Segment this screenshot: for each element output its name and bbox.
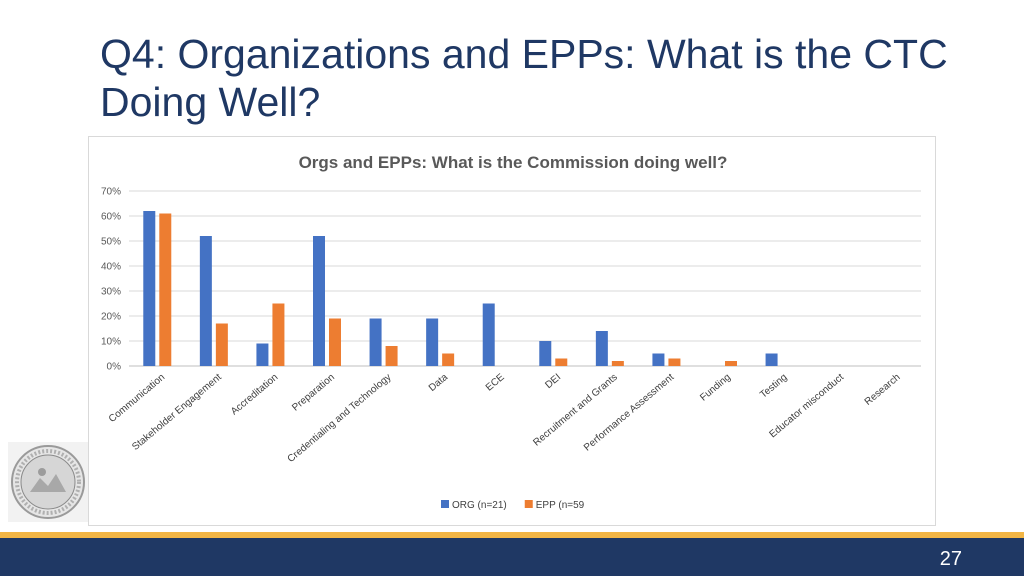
x-tick-label: Research [863,372,903,408]
legend-swatch [524,500,533,508]
bar-org [482,303,495,366]
slide-title-line-1: Q4: Organizations and EPPs: What is the … [100,31,948,77]
y-tick-label: 70% [101,187,121,198]
y-tick-label: 40% [101,262,121,273]
y-tick-label: 10% [101,337,121,348]
chart-title: Orgs and EPPs: What is the Commission do… [299,153,728,172]
bar-epp [442,353,455,366]
y-tick-label: 50% [101,237,121,248]
x-tick-label: Communication [107,372,167,425]
x-tick-label: Credentialing and Technology [286,372,394,465]
bar-org [595,331,608,366]
bar-org [143,211,156,366]
bar-epp [555,358,568,366]
bar-epp [385,346,398,366]
x-tick-label: Accreditation [229,372,280,418]
bar-org [369,318,382,366]
footer-bar [0,538,1024,576]
bar-org [256,343,269,366]
legend-label: ORG (n=21) [452,500,507,511]
y-tick-label: 60% [101,212,121,223]
x-tick-label: Preparation [290,372,337,414]
state-seal-icon [8,442,88,522]
bar-chart: Orgs and EPPs: What is the Commission do… [101,153,921,511]
legend-label: EPP (n=59 [536,500,585,511]
bar-org [652,353,665,366]
x-tick-label: DEI [543,372,563,391]
slide-title: Q4: Organizations and EPPs: What is the … [100,30,980,126]
y-tick-label: 30% [101,287,121,298]
y-tick-label: 0% [107,362,122,373]
x-tick-label: ECE [484,372,507,394]
page-number: 27 [939,548,962,570]
x-tick-label: Performance Assessment [582,372,677,454]
bar-org [539,341,552,366]
bar-epp [329,318,341,366]
bar-org [313,236,325,366]
bar-org [199,236,212,366]
bar-epp [725,361,737,366]
slide-title-line-2: Doing Well? [100,79,321,125]
legend-swatch [441,500,449,508]
bar-epp [215,323,228,366]
bar-org [426,318,439,366]
x-tick-label: Funding [698,372,733,404]
bar-epp [611,361,624,366]
bar-epp [668,358,681,366]
bar-epp [272,303,285,366]
y-tick-label: 20% [101,312,121,323]
bar-org [765,353,778,366]
x-tick-label: Testing [758,372,789,401]
x-tick-label: Data [427,372,451,394]
chart-frame: Orgs and EPPs: What is the Commission do… [88,136,936,526]
footer-stripe [0,532,1024,538]
bar-epp [159,213,172,366]
